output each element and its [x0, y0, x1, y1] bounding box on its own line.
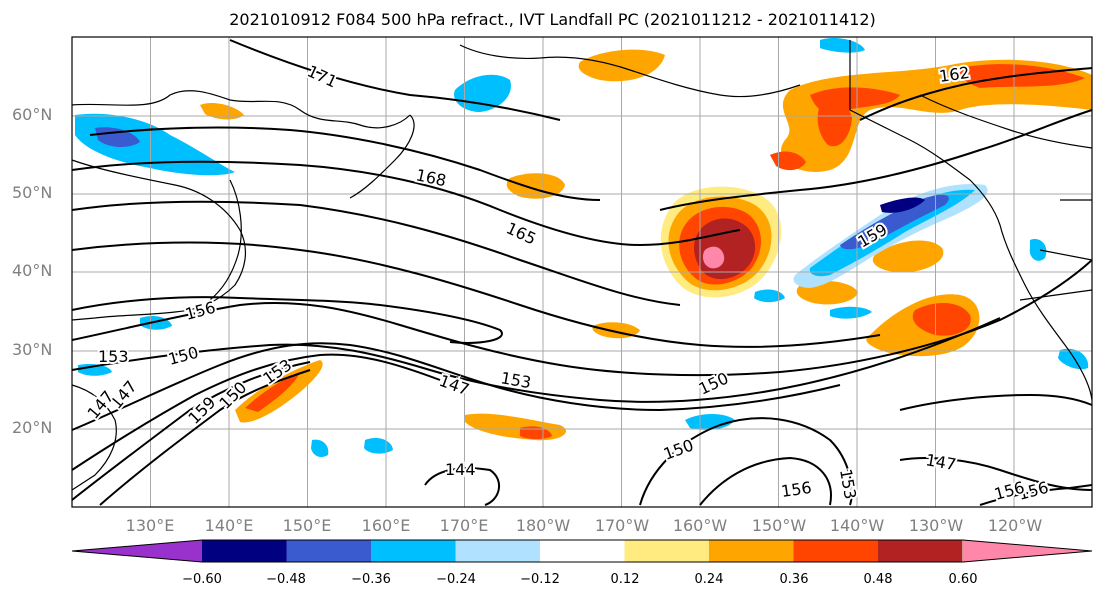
- positive-anomaly-region: [702, 246, 725, 269]
- positive-anomaly-region: [912, 303, 971, 336]
- lat-label: 40°N: [12, 261, 53, 280]
- colorbar-segment: [709, 540, 794, 562]
- colorbar-tick-label: 0.48: [863, 572, 893, 587]
- colorbar-segment: [624, 540, 709, 562]
- negative-anomaly-region: [364, 438, 393, 454]
- positive-anomaly-region: [200, 103, 244, 120]
- contour-label: 156: [780, 478, 813, 501]
- contour-label: 156: [183, 298, 217, 324]
- contour-label: 147: [924, 450, 957, 474]
- lat-label: 60°N: [12, 105, 53, 124]
- positive-anomaly-region: [817, 99, 852, 147]
- contour-label: 150: [696, 368, 732, 398]
- colorbar-extend-high: [963, 540, 1092, 562]
- colorbar-tick-label: 0.24: [694, 572, 724, 587]
- negative-anomaly-region: [820, 38, 865, 53]
- contour-label: 147: [437, 371, 472, 399]
- lat-label: 20°N: [12, 418, 53, 437]
- negative-anomaly-region: [454, 74, 511, 112]
- negative-anomaly-region: [1029, 239, 1047, 261]
- positive-anomaly-region: [872, 240, 944, 273]
- lon-label: 150°E: [282, 516, 332, 535]
- contour-label: 168: [414, 165, 448, 190]
- contour-label: 171: [304, 61, 340, 91]
- lon-label: 130°W: [908, 516, 964, 535]
- negative-anomaly-region: [809, 189, 975, 277]
- lon-label: 150°W: [751, 516, 807, 535]
- colorbar-segment: [540, 540, 625, 562]
- negative-anomaly-region: [840, 194, 949, 250]
- negative-anomaly-region: [754, 289, 785, 303]
- colorbar: [71, 539, 1093, 563]
- lon-label: 170°E: [439, 516, 489, 535]
- contour-label: 153: [98, 347, 129, 366]
- colorbar-segment: [793, 540, 878, 562]
- lon-label: 160°E: [361, 516, 411, 535]
- contour-label: 144: [445, 460, 476, 479]
- positive-anomaly-region: [958, 64, 1085, 88]
- negative-anomaly-region: [1058, 348, 1089, 370]
- colorbar-tick-label: −0.12: [520, 572, 560, 587]
- lon-label: 140°E: [204, 516, 254, 535]
- colorbar-tick-label: 0.60: [948, 572, 978, 587]
- colorbar-segment: [286, 540, 371, 562]
- lon-label: 120°W: [987, 516, 1043, 535]
- coastlines: [71, 40, 1093, 491]
- refractivity-contours: [71, 39, 1093, 506]
- lon-label: 140°W: [829, 516, 885, 535]
- negative-anomaly-region: [880, 197, 925, 213]
- colorbar-segment: [455, 540, 540, 562]
- colorbar-tick-label: 0.12: [610, 572, 640, 587]
- colorbar-tick-label: −0.48: [266, 572, 306, 587]
- colorbar-tick-label: −0.36: [351, 572, 391, 587]
- lat-label: 50°N: [12, 183, 53, 202]
- colorbar-tick-label: −0.24: [436, 572, 476, 587]
- colorbar-tick-label: 0.36: [779, 572, 809, 587]
- colorbar-tick-label: −0.60: [182, 572, 222, 587]
- colorbar-segment: [202, 540, 287, 562]
- lat-label: 30°N: [12, 340, 53, 359]
- negative-anomaly-region: [685, 414, 735, 430]
- colorbar-extend-low: [72, 540, 202, 562]
- contour-label: 153: [836, 467, 860, 500]
- lon-label: 130°E: [125, 516, 175, 535]
- lon-label: 160°W: [672, 516, 728, 535]
- negative-anomaly-region: [830, 306, 872, 319]
- positive-anomaly-region: [245, 372, 300, 412]
- map-frame: [71, 36, 1093, 508]
- lon-label: 180°W: [515, 516, 571, 535]
- ivt-anomaly-shading: [75, 38, 1092, 458]
- negative-anomaly-region: [140, 315, 172, 330]
- map-title: 2021010912 F084 500 hPa refract., IVT La…: [229, 10, 876, 29]
- colorbar-segment: [878, 540, 963, 562]
- lon-label: 170°W: [594, 516, 650, 535]
- positive-anomaly-region: [520, 426, 552, 439]
- negative-anomaly-region: [311, 439, 329, 458]
- contour-label: 150: [166, 343, 200, 369]
- contour-label: 150: [661, 435, 696, 463]
- colorbar-segment: [371, 540, 456, 562]
- colorbar-outline: [71, 539, 1093, 563]
